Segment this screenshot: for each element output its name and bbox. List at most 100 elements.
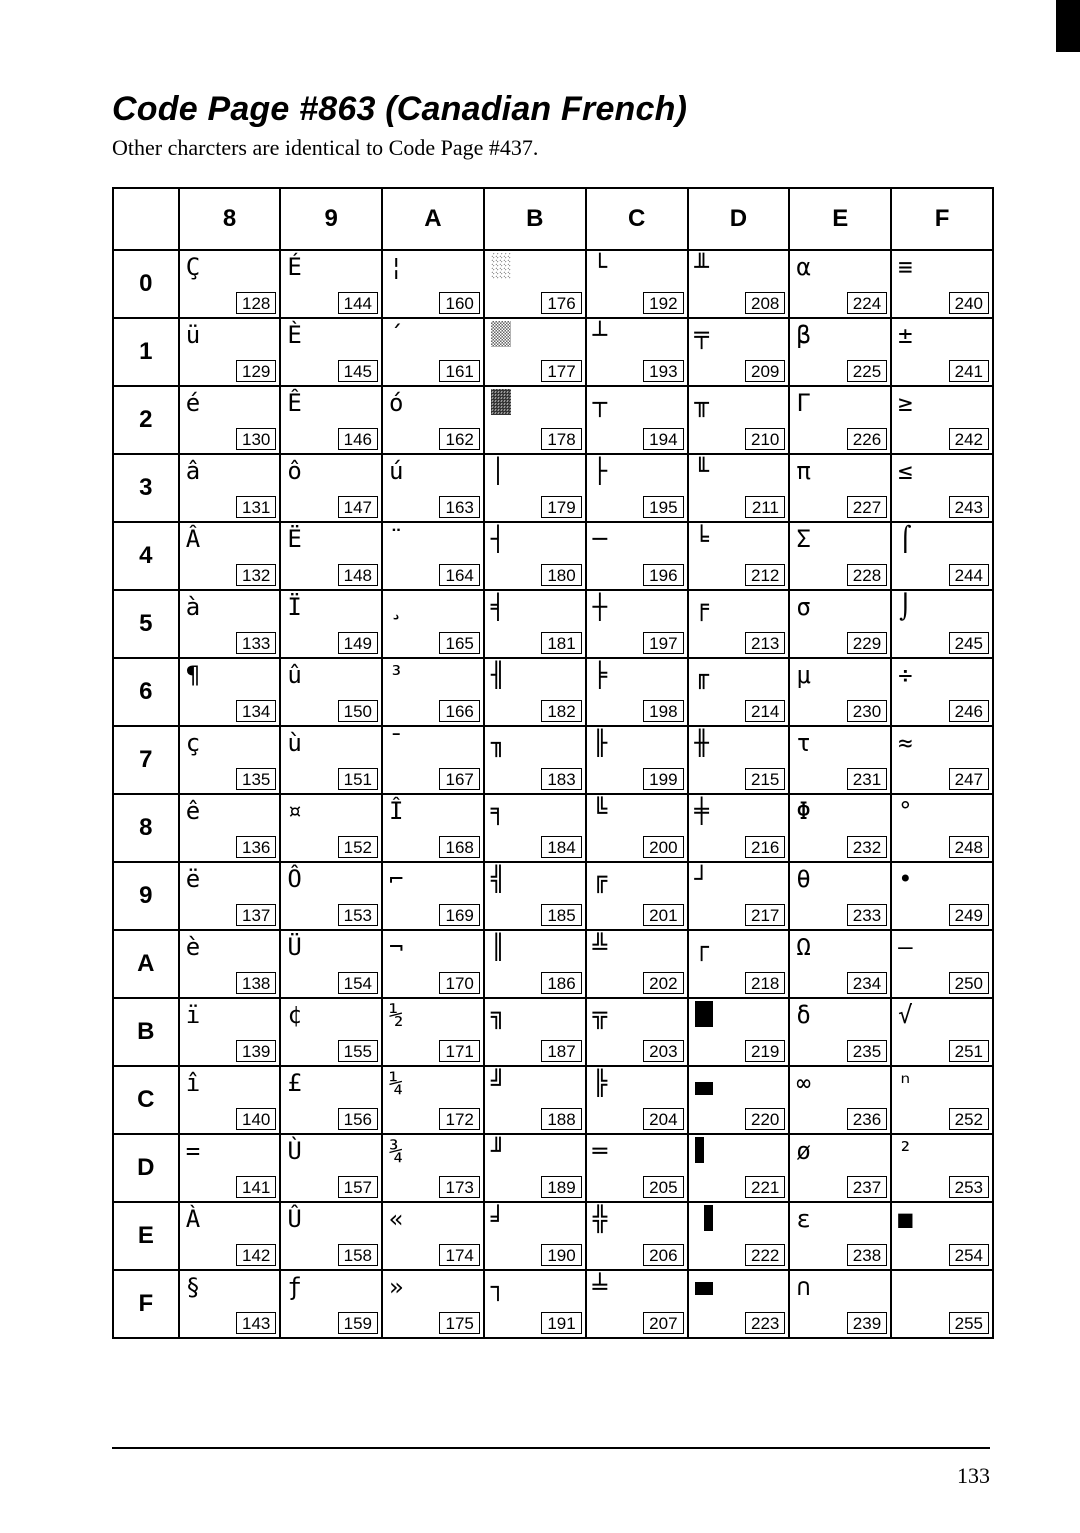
footer-rule (112, 1447, 990, 1449)
code-cell: ╚200 (586, 794, 688, 862)
code-cell: ╨208 (688, 250, 790, 318)
glyph: Ω (796, 933, 810, 961)
code-number: 250 (949, 972, 989, 994)
glyph: ù (287, 729, 301, 757)
code-cell: ╓214 (688, 658, 790, 726)
row-header: 7 (113, 726, 179, 794)
code-cell: ┴193 (586, 318, 688, 386)
code-number: 143 (236, 1312, 276, 1334)
code-cell: ╠204 (586, 1066, 688, 1134)
code-cell: ¸165 (382, 590, 484, 658)
glyph: ┐ (491, 1273, 505, 1301)
code-cell: ¦160 (382, 250, 484, 318)
code-number: 249 (949, 904, 989, 926)
code-cell: ∩239 (789, 1270, 891, 1338)
code-cell: 178 (484, 386, 586, 454)
code-number: 198 (643, 700, 683, 722)
glyph: ┴ (593, 321, 607, 349)
glyph: ¤ (287, 797, 301, 825)
glyph: é (186, 389, 200, 417)
code-number: 155 (338, 1040, 378, 1062)
code-cell: ≡240 (891, 250, 993, 318)
code-cell: ╣185 (484, 862, 586, 930)
code-cell: └192 (586, 250, 688, 318)
code-cell: •249 (891, 862, 993, 930)
code-cell: ô147 (280, 454, 382, 522)
code-number: 201 (643, 904, 683, 926)
glyph: Ç (186, 253, 200, 281)
code-number: 174 (439, 1244, 479, 1266)
glyph (695, 1205, 713, 1237)
code-cell: ╞198 (586, 658, 688, 726)
page-number: 133 (957, 1463, 990, 1489)
code-number: 192 (643, 292, 683, 314)
code-cell: Ω234 (789, 930, 891, 998)
code-number: 152 (338, 836, 378, 858)
code-number: 188 (541, 1108, 581, 1130)
glyph: ╫ (695, 729, 709, 757)
code-cell: ╢182 (484, 658, 586, 726)
glyph: ƒ (287, 1273, 301, 1301)
code-cell: ═205 (586, 1134, 688, 1202)
code-number: 153 (338, 904, 378, 926)
code-number: 129 (236, 360, 276, 382)
code-cell: ┬194 (586, 386, 688, 454)
code-cell: ¢155 (280, 998, 382, 1066)
glyph: ╓ (695, 661, 709, 689)
code-cell: ╒213 (688, 590, 790, 658)
code-cell: ─196 (586, 522, 688, 590)
code-number: 207 (643, 1312, 683, 1334)
glyph: ┼ (593, 593, 607, 621)
glyph: ² (898, 1137, 912, 1165)
code-number: 245 (949, 632, 989, 654)
code-number: 233 (847, 904, 887, 926)
code-cell: ø237 (789, 1134, 891, 1202)
glyph: ⌡ (898, 593, 912, 621)
glyph: ÷ (898, 661, 912, 689)
glyph: à (186, 593, 200, 621)
glyph: ¬ (389, 933, 403, 961)
glyph: ç (186, 729, 200, 757)
code-cell: ┐191 (484, 1270, 586, 1338)
code-cell: δ235 (789, 998, 891, 1066)
code-cell: ║186 (484, 930, 586, 998)
glyph (695, 1137, 704, 1169)
glyph: î (186, 1069, 200, 1097)
code-number: 151 (338, 768, 378, 790)
code-number: 170 (439, 972, 479, 994)
code-cell: ╝188 (484, 1066, 586, 1134)
code-cell: Ë148 (280, 522, 382, 590)
glyph: ╖ (491, 729, 505, 757)
code-cell: û150 (280, 658, 382, 726)
page-edge-mark (1056, 0, 1080, 52)
glyph: Φ (796, 797, 810, 825)
row-header: F (113, 1270, 179, 1338)
code-number: 154 (338, 972, 378, 994)
code-cell: ≥242 (891, 386, 993, 454)
code-number: 181 (541, 632, 581, 654)
code-cell: μ230 (789, 658, 891, 726)
code-cell: ⁿ252 (891, 1066, 993, 1134)
glyph: ë (186, 865, 200, 893)
code-number: 182 (541, 700, 581, 722)
glyph: ú (389, 457, 403, 485)
glyph: √ (898, 1001, 912, 1029)
glyph: τ (796, 729, 810, 757)
code-cell: ■254 (891, 1202, 993, 1270)
code-number: 177 (541, 360, 581, 382)
code-cell: ë 137 (179, 862, 281, 930)
code-number: 148 (338, 564, 378, 586)
glyph: ╥ (695, 389, 709, 417)
code-cell: ⌐169 (382, 862, 484, 930)
glyph: ╩ (593, 933, 607, 961)
code-number: 246 (949, 700, 989, 722)
page-subtitle: Other charcters are identical to Code Pa… (112, 135, 990, 161)
glyph: § (186, 1273, 200, 1301)
code-number: 213 (745, 632, 785, 654)
row-header: D (113, 1134, 179, 1202)
row-header: 5 (113, 590, 179, 658)
code-cell: ├195 (586, 454, 688, 522)
code-number: 248 (949, 836, 989, 858)
glyph: Γ (796, 389, 810, 417)
code-number: 137 (236, 904, 276, 926)
